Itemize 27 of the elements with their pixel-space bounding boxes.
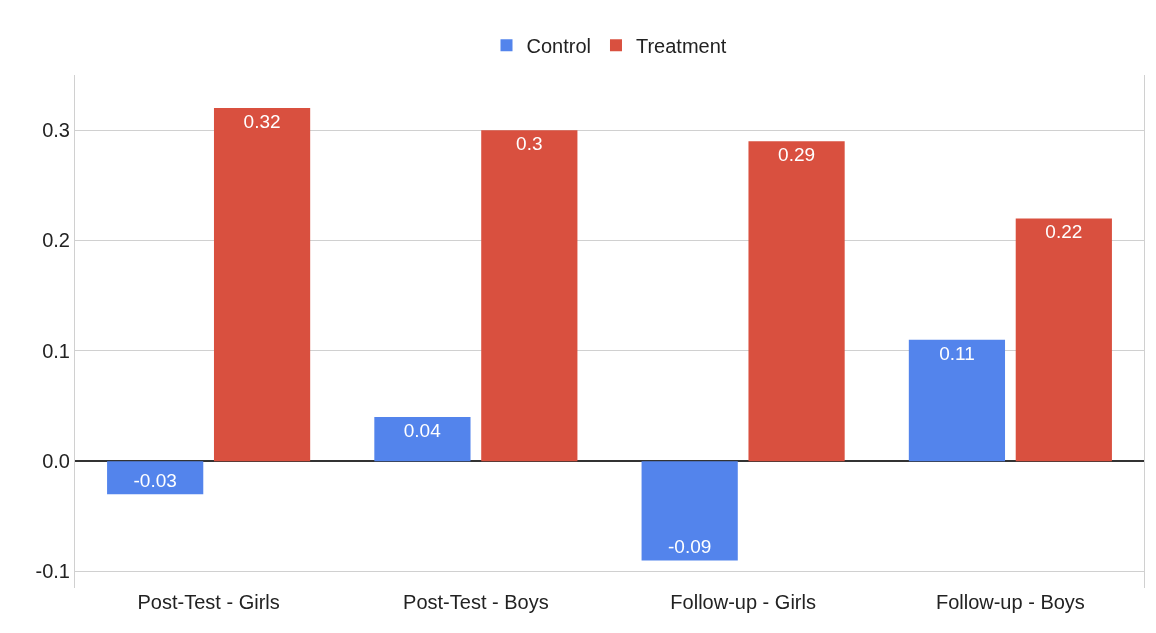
data-label: 0.3 bbox=[516, 133, 543, 155]
y-tick-label: 0.0 bbox=[42, 450, 70, 473]
bar bbox=[374, 417, 471, 462]
y-tick-label: 0.1 bbox=[42, 339, 70, 362]
x-tick-label: Post-Test - Girls bbox=[137, 591, 280, 613]
bar bbox=[481, 130, 578, 462]
legend-label: Treatment bbox=[635, 35, 727, 58]
y-tick-label: -0.1 bbox=[35, 560, 70, 583]
legend-label: Control bbox=[526, 35, 591, 58]
y-tick-label: 0.2 bbox=[42, 229, 70, 252]
data-label: 0.11 bbox=[939, 342, 975, 364]
y-tick-label: 0.3 bbox=[42, 119, 70, 142]
bar bbox=[908, 339, 1006, 462]
data-label: 0.29 bbox=[778, 144, 816, 166]
bar bbox=[748, 141, 845, 462]
x-tick-label: Follow-up - Girls bbox=[670, 591, 816, 613]
data-label: 0.22 bbox=[1045, 221, 1083, 243]
x-tick-label: Post-Test - Boys bbox=[403, 591, 549, 613]
bar bbox=[1015, 218, 1112, 462]
data-label: 0.04 bbox=[403, 420, 442, 441]
bar bbox=[107, 461, 204, 495]
bar bbox=[641, 461, 738, 561]
data-label: -0.03 bbox=[133, 470, 177, 492]
data-label: -0.09 bbox=[668, 536, 712, 558]
data-label: 0.32 bbox=[243, 111, 281, 133]
bar bbox=[213, 108, 311, 462]
x-tick-label: Follow-up - Boys bbox=[935, 591, 1085, 613]
